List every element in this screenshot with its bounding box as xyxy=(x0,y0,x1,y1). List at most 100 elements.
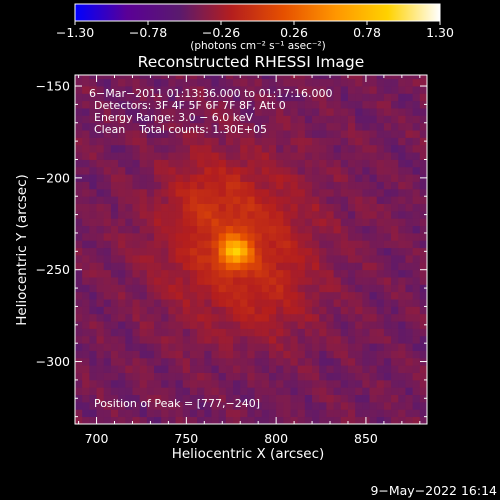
heatmap-cell xyxy=(419,321,427,329)
heatmap-cell xyxy=(211,262,220,271)
heatmap-cell xyxy=(75,108,83,116)
heatmap-cell xyxy=(276,130,284,138)
heatmap-cell xyxy=(132,166,141,175)
heatmap-cell xyxy=(161,86,169,94)
heatmap-cell xyxy=(125,335,133,344)
heatmap-cell xyxy=(161,196,169,204)
heatmap-cell xyxy=(283,122,291,131)
heatmap-cell xyxy=(247,284,255,293)
heatmap-cell xyxy=(204,152,212,160)
heatmap-cell xyxy=(247,144,255,153)
heatmap-cell xyxy=(96,372,105,381)
heatmap-cell xyxy=(247,174,255,182)
heatmap-cell xyxy=(247,372,255,381)
heatmap-cell xyxy=(225,203,234,212)
heatmap-cell xyxy=(297,416,306,424)
heatmap-cell xyxy=(247,350,255,359)
heatmap-cell xyxy=(347,313,356,322)
heatmap-cell xyxy=(383,335,392,344)
heatmap-cell xyxy=(383,188,392,197)
heatmap-cell xyxy=(304,130,313,138)
heatmap-cell xyxy=(376,284,385,293)
heatmap-cell xyxy=(391,416,399,424)
heatmap-cell xyxy=(254,299,263,307)
heatmap-cell xyxy=(304,100,313,109)
heatmap-cell xyxy=(312,75,320,80)
heatmap-cell xyxy=(154,232,162,241)
heatmap-cell xyxy=(132,328,141,337)
heatmap-cell xyxy=(419,78,427,87)
heatmap-cell xyxy=(225,387,234,396)
heatmap-cell xyxy=(355,387,363,396)
heatmap-cell xyxy=(197,122,205,131)
heatmap-cell xyxy=(89,416,97,424)
heatmap-cell xyxy=(261,86,270,94)
heatmap-cell xyxy=(218,328,227,337)
heatmap-cell xyxy=(412,255,421,263)
heatmap-cell xyxy=(175,86,184,94)
heatmap-cell xyxy=(340,321,349,329)
heatmap-cell xyxy=(110,86,119,94)
heatmap-cell xyxy=(355,277,363,285)
heatmap-cell xyxy=(161,152,169,160)
heatmap-cell xyxy=(211,137,220,146)
heatmap-cell xyxy=(412,86,421,94)
heatmap-cell xyxy=(326,218,335,227)
heatmap-cell xyxy=(139,203,148,212)
heatmap-cell xyxy=(398,240,406,249)
heatmap-cell xyxy=(218,357,227,366)
heatmap-cell xyxy=(225,255,234,263)
heatmap-cell xyxy=(419,210,427,219)
heatmap-cell xyxy=(125,86,133,94)
heatmap-cell xyxy=(304,86,313,94)
heatmap-cell xyxy=(383,100,392,109)
heatmap-cell xyxy=(362,379,370,388)
heatmap-cell xyxy=(168,387,176,396)
heatmap-cell xyxy=(398,313,406,322)
heatmap-cell xyxy=(168,365,176,373)
heatmap-cell xyxy=(118,262,126,271)
heatmap-cell xyxy=(75,86,83,94)
heatmap-cell xyxy=(362,108,370,116)
heatmap-cell xyxy=(154,299,162,307)
heatmap-cell xyxy=(333,218,342,227)
heatmap-cell xyxy=(96,409,105,418)
heatmap-cell xyxy=(383,387,392,396)
heatmap-cell xyxy=(247,394,255,403)
heatmap-cell xyxy=(89,284,97,293)
heatmap-cell xyxy=(340,115,349,124)
heatmap-cell xyxy=(154,181,162,190)
heatmap-cell xyxy=(355,284,363,293)
heatmap-cell xyxy=(383,321,392,329)
heatmap-cell xyxy=(283,247,291,256)
heatmap-cell xyxy=(75,152,83,160)
heatmap-cell xyxy=(233,144,241,153)
heatmap-cell xyxy=(204,203,212,212)
heatmap-cell xyxy=(383,232,392,241)
heatmap-cell xyxy=(276,188,284,197)
heatmap-cell xyxy=(340,86,349,94)
heatmap-cell xyxy=(391,75,399,80)
heatmap-cell xyxy=(154,394,162,403)
heatmap-cell xyxy=(75,181,83,190)
heatmap-cell xyxy=(326,335,335,344)
heatmap-cell xyxy=(376,306,385,315)
heatmap-cell xyxy=(204,122,212,131)
heatmap-cell xyxy=(383,137,392,146)
heatmap-cell xyxy=(362,93,370,102)
heatmap-cell xyxy=(240,357,248,366)
heatmap-cell xyxy=(225,130,234,138)
heatmap-cell xyxy=(419,247,427,256)
heatmap-cell xyxy=(283,335,291,344)
heatmap-cell xyxy=(233,93,241,102)
heatmap-cell xyxy=(240,321,248,329)
heatmap-cell xyxy=(125,365,133,373)
heatmap-cell xyxy=(319,409,327,418)
heatmap-cell xyxy=(168,343,176,351)
y-tick-label: −150 xyxy=(36,79,70,94)
heatmap-cell xyxy=(276,379,284,388)
heatmap-cell xyxy=(233,78,241,87)
heatmap-cell xyxy=(132,247,141,256)
heatmap-cell xyxy=(211,299,220,307)
heatmap-cell xyxy=(369,409,378,418)
